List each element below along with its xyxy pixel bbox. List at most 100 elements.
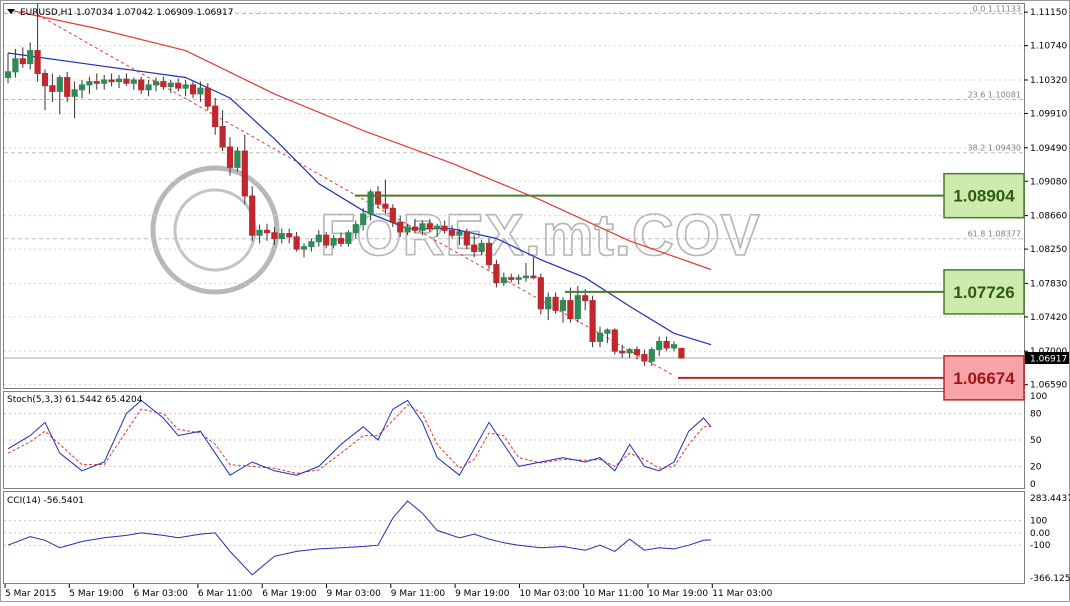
candle-body — [478, 242, 485, 253]
candle-body — [212, 105, 219, 128]
fib-level-label: 61.8 1.08377 — [968, 230, 1021, 239]
candle-body — [589, 300, 596, 342]
candle-body — [611, 329, 618, 352]
cci-tick-label: -366.1256 — [1030, 574, 1070, 584]
candle-body — [130, 79, 137, 84]
candle-body — [108, 79, 115, 83]
candle-body — [574, 295, 581, 320]
time-tick-label: 9 Mar 19:00 — [455, 589, 510, 599]
cci-tick-label: 283.4437 — [1030, 494, 1070, 504]
candle-body — [145, 84, 152, 91]
time-tick-label: 6 Mar 11:00 — [198, 589, 253, 599]
candle-body — [648, 349, 655, 362]
candle-body — [226, 146, 234, 168]
candle-body — [493, 264, 500, 284]
level-lines — [355, 194, 944, 379]
fib-level-label: 0.0 1.11133 — [973, 5, 1021, 14]
candle-body — [34, 50, 41, 74]
fib-level-label: 38.2 1.09430 — [968, 144, 1021, 153]
cci-tick-label: 100 — [1030, 517, 1047, 527]
candle-body — [49, 85, 56, 92]
candle-body — [382, 203, 389, 209]
stochastic-label: Stoch(5,3,3) 61.5442 65.4204 — [7, 395, 143, 405]
candle-body — [308, 241, 315, 248]
stochastic-main-line — [7, 399, 712, 476]
candle-body — [485, 242, 493, 266]
candle-body — [559, 300, 567, 311]
cci-panel — [3, 491, 1025, 584]
candle-body — [93, 81, 100, 84]
candlesticks — [4, 4, 685, 366]
trendline-line — [37, 14, 675, 377]
candle-body — [300, 246, 308, 250]
time-tick-label: 9 Mar 11:00 — [391, 589, 446, 599]
candle-body — [389, 207, 396, 223]
candle-body — [286, 233, 293, 238]
watermark-text: FOREX.mt.COV — [320, 203, 761, 268]
symbol-dropdown-icon[interactable] — [7, 9, 15, 14]
candle-body — [101, 79, 108, 84]
candle-body — [263, 229, 271, 234]
candle-body — [241, 150, 248, 197]
stochastic-tick-label: 50 — [1030, 436, 1042, 446]
stochastic-tick-label: 20 — [1030, 462, 1042, 472]
candle-body — [530, 275, 537, 279]
stochastic-tick-label: 100 — [1030, 392, 1047, 402]
price-tick-label: 1.09490 — [1030, 144, 1067, 154]
candle-body — [337, 237, 345, 244]
candle-body — [19, 58, 26, 65]
time-axis: 5 Mar 2015 5 Mar 19:00 6 Mar 03:00 6 Mar 11… — [4, 584, 773, 599]
cci-tick-label: -100 — [1030, 541, 1051, 551]
stochastic-tick-label: 80 — [1030, 410, 1042, 420]
candle-body — [27, 50, 34, 65]
candle-body — [456, 231, 463, 236]
candle-body — [419, 223, 426, 231]
candle-body — [12, 58, 19, 73]
fibonacci-levels: 0.0 1.11133 23.6 1.10081 38.2 1.09430 61.8 … — [4, 5, 1024, 240]
candle-body — [678, 347, 685, 359]
candle-body — [500, 277, 507, 284]
candle-body — [397, 221, 404, 233]
cci-line — [7, 500, 712, 576]
price-tick-label: 1.10320 — [1030, 76, 1067, 86]
candle-body — [167, 82, 174, 88]
candle-body — [619, 350, 626, 354]
price-tick-label: 1.07830 — [1030, 279, 1067, 289]
candle-body — [508, 277, 515, 280]
time-tick-label: 6 Mar 19:00 — [262, 589, 317, 599]
time-tick-label: 10 Mar 19:00 — [648, 589, 708, 599]
candle-body — [360, 213, 367, 226]
watermark-logo-circle — [150, 165, 280, 295]
candle-body — [670, 344, 678, 349]
level-badge-label: 1.07726 — [953, 283, 1014, 302]
candle-body — [293, 236, 300, 250]
stochastic-panel — [3, 391, 1025, 489]
candle-body — [189, 84, 197, 95]
stochastic-lines — [7, 399, 712, 476]
price-tick-label: 1.10740 — [1030, 42, 1067, 52]
candle-body — [123, 78, 130, 84]
candle-body — [633, 349, 641, 356]
price-tick-label: 1.09910 — [1030, 109, 1067, 119]
level-badge-label: 1.06674 — [953, 369, 1015, 388]
price-tick-label: 1.07420 — [1030, 313, 1067, 323]
candle-body — [522, 275, 530, 279]
time-tick-label: 11 Mar 03:00 — [712, 589, 772, 599]
stochastic-signal-line — [7, 404, 711, 474]
candle-body — [78, 84, 86, 91]
symbol-label: EURUSD,H1 1.07034 1.07042 1.06909 1.0691… — [20, 8, 233, 18]
price-axis: 1.11150 1.10740 1.10320 1.09910 1.09490 1.090… — [1024, 8, 1070, 584]
candle-body — [471, 244, 478, 253]
candle-body — [345, 232, 352, 244]
candle-body — [545, 296, 552, 310]
candle-body — [582, 295, 589, 302]
candle-body — [138, 79, 145, 91]
candle-body — [86, 81, 93, 86]
candle-body — [441, 225, 448, 231]
candle-body — [115, 78, 123, 83]
level-badge-label: 1.08904 — [953, 187, 1015, 206]
current-price-marker — [1025, 352, 1069, 365]
